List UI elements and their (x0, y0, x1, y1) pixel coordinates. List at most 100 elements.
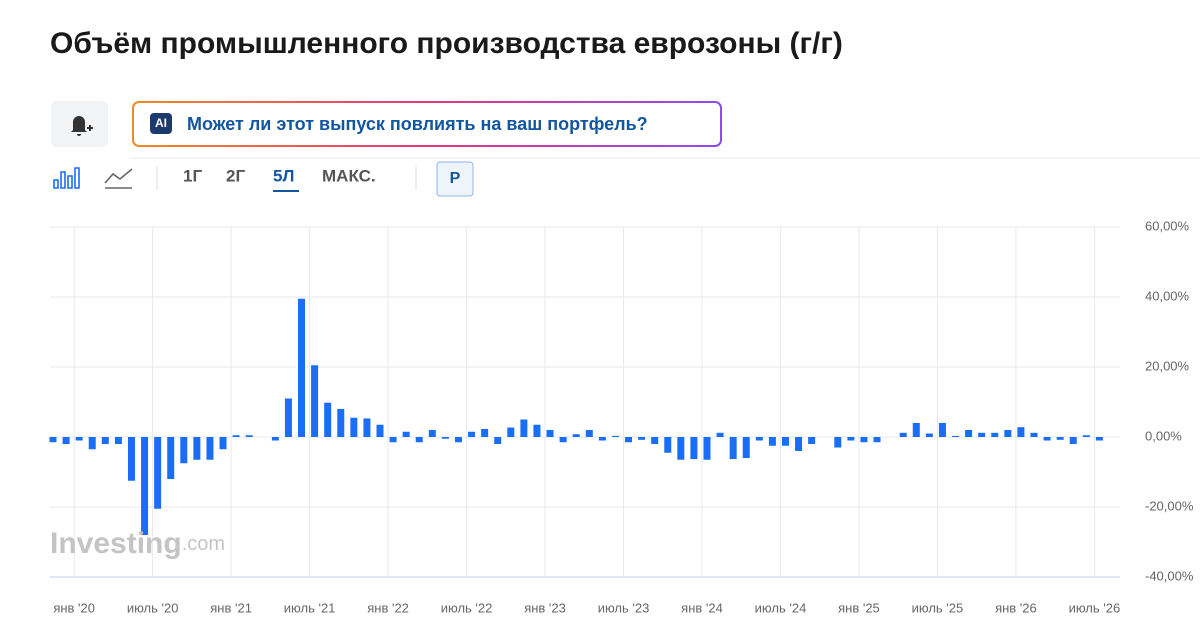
bar (468, 431, 476, 437)
range-button[interactable]: 2Г (226, 166, 245, 185)
bar (899, 432, 907, 437)
y-tick-label: 60,00% (1145, 218, 1190, 233)
x-tick-label: янв '20 (53, 600, 95, 615)
bar (415, 437, 423, 443)
bar (572, 434, 580, 437)
bar (965, 430, 973, 437)
bar (1069, 437, 1077, 444)
bar (978, 432, 986, 437)
bar (481, 428, 489, 437)
bar (75, 437, 83, 441)
bar (808, 437, 816, 444)
x-tick-label: июль '20 (127, 600, 179, 615)
alert-button[interactable] (51, 101, 108, 147)
x-tick-label: июль '22 (441, 600, 493, 615)
x-tick-label: янв '26 (995, 600, 1037, 615)
watermark-brand: Investing (50, 527, 182, 560)
bar (88, 437, 96, 450)
bar (454, 437, 462, 443)
x-tick-label: янв '22 (367, 600, 409, 615)
bar (638, 437, 646, 440)
x-tick-label: июль '26 (1069, 600, 1121, 615)
bar (324, 402, 332, 437)
bar (611, 435, 619, 437)
range-button[interactable]: МАКС. (322, 166, 376, 185)
bar (768, 437, 776, 446)
bar (703, 437, 711, 460)
bar (219, 437, 227, 450)
bar (402, 431, 410, 437)
y-tick-label: 40,00% (1145, 288, 1190, 303)
bar (1082, 435, 1090, 437)
currency-button[interactable]: Р (436, 161, 474, 197)
bar (834, 437, 842, 448)
range-button[interactable]: 5Л (273, 166, 294, 185)
bar (363, 418, 371, 437)
bar (441, 437, 449, 439)
currency-label: Р (450, 170, 461, 187)
watermark-suffix: .com (182, 533, 225, 555)
watermark: Investing.com (50, 527, 225, 560)
bar (742, 437, 750, 458)
bar (494, 437, 502, 444)
x-tick-label: июль '24 (755, 600, 807, 615)
bar (716, 432, 724, 437)
bar (389, 437, 397, 443)
bar (952, 435, 960, 437)
bar (154, 437, 162, 509)
bar (690, 437, 698, 460)
bar (298, 298, 306, 437)
bar (507, 427, 515, 437)
y-tick-label: 20,00% (1145, 358, 1190, 373)
y-tick-label: -40,00% (1145, 568, 1194, 583)
range-group: 1Г 2Г 5Л МАКС. (183, 166, 376, 192)
bar-icon (53, 167, 80, 189)
bar (232, 435, 240, 437)
bar (101, 437, 109, 444)
bar (350, 417, 358, 437)
bar (1043, 437, 1051, 441)
ai-prompt-border (132, 101, 722, 147)
ai-badge: AI (155, 116, 167, 130)
x-tick-label: янв '24 (681, 600, 723, 615)
bar (206, 437, 214, 460)
bar (729, 437, 737, 460)
currency-button-bg (436, 161, 474, 197)
ai-prompt-button[interactable]: AI Может ли этот выпуск повлиять на ваш … (132, 101, 722, 147)
bar (520, 419, 528, 437)
bar (1030, 432, 1038, 437)
bar (284, 398, 292, 437)
ai-badge-bg (150, 113, 172, 134)
bar (193, 437, 201, 460)
bar (62, 437, 70, 444)
bell-icon (71, 116, 87, 136)
bar (912, 423, 920, 437)
bar (376, 424, 384, 437)
bar (625, 437, 633, 443)
bar (847, 437, 855, 441)
bar (1004, 430, 1012, 437)
bar (311, 365, 319, 437)
bar (585, 430, 593, 437)
bar (127, 437, 135, 481)
plus-icon (87, 125, 93, 131)
range-button[interactable]: 1Г (183, 166, 202, 185)
y-tick-label: 0,00% (1145, 428, 1182, 443)
line-icon (104, 168, 133, 189)
bar (938, 423, 946, 437)
x-tick-label: янв '23 (524, 600, 566, 615)
bar (1056, 437, 1064, 440)
bar (991, 432, 999, 437)
x-tick-label: янв '25 (838, 600, 880, 615)
bar (559, 437, 567, 443)
bar (114, 437, 122, 444)
line-chart-toggle[interactable] (104, 168, 133, 189)
bar (245, 435, 253, 437)
bar (337, 409, 345, 437)
bar (651, 437, 659, 444)
bar (677, 437, 685, 460)
ai-prompt-text: Может ли этот выпуск повлиять на ваш пор… (187, 114, 648, 134)
bar-chart-toggle[interactable] (53, 167, 80, 189)
bar (1095, 437, 1103, 441)
bar (873, 437, 881, 443)
